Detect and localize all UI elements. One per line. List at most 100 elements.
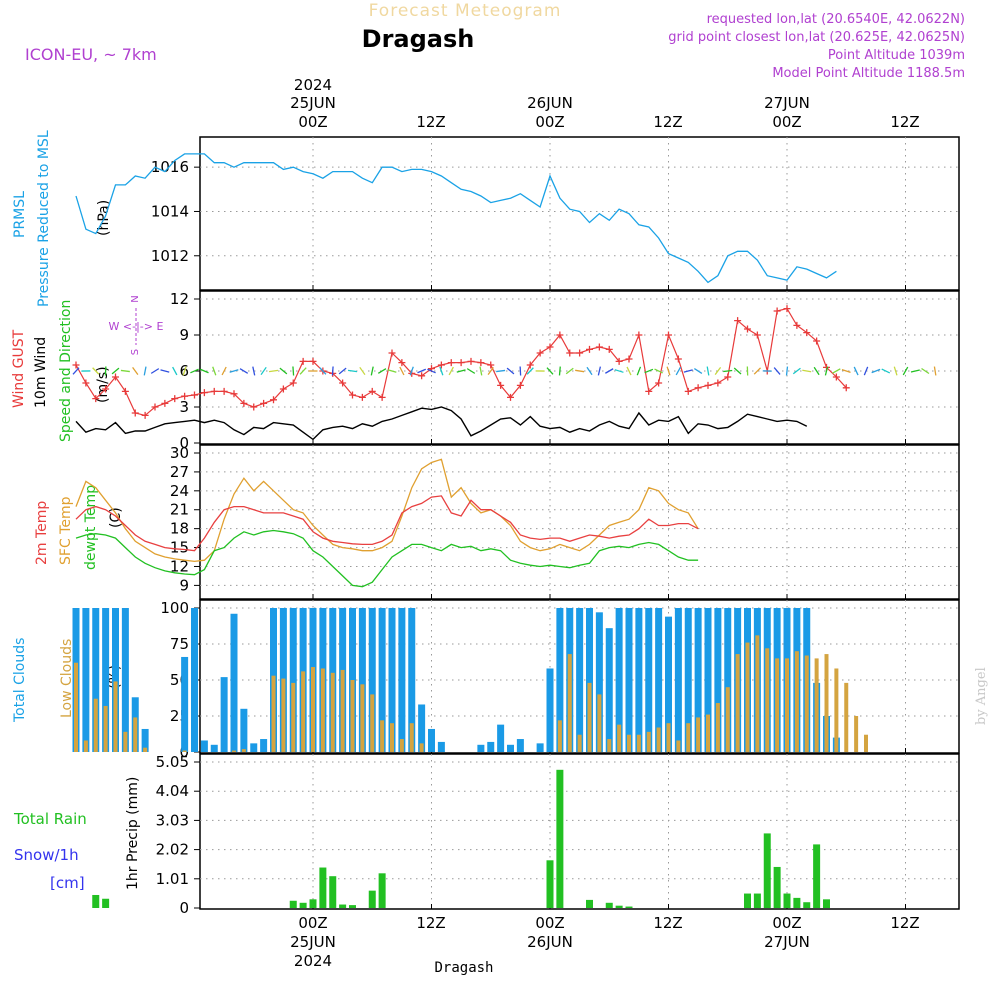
wind-direction-arrow: [487, 366, 494, 376]
low-clouds-bar: [597, 694, 602, 752]
rain-bar: [368, 890, 376, 908]
low-clouds-bar: [93, 698, 98, 752]
wind-direction-arrow: [456, 369, 466, 373]
gust-point: [734, 317, 742, 325]
gust-point: [289, 379, 297, 387]
total-clouds-bar: [507, 744, 514, 752]
pressure-label-desc: Pressure Reduced to MSL: [36, 130, 52, 307]
low-clouds-bar: [617, 724, 622, 752]
y-tick-label: 15: [170, 539, 189, 557]
low-clouds-bar: [745, 642, 750, 752]
wind-direction-arrow: [92, 367, 100, 375]
top-tick-2: 12Z: [416, 113, 445, 131]
gust-point: [516, 381, 524, 389]
low-clouds-bar: [656, 727, 661, 752]
total-clouds-bar: [358, 608, 366, 752]
total-clouds-bar: [92, 608, 100, 752]
wind-direction-arrow: [338, 367, 347, 375]
pressure-line: [75, 153, 837, 284]
total-clouds-bar: [497, 724, 505, 752]
gust-point: [230, 390, 238, 398]
temp-panel: [199, 444, 960, 600]
total-clouds-bar: [437, 741, 445, 752]
low-clouds-bar: [785, 658, 789, 752]
bottom-tick-3: 00Z: [535, 914, 564, 932]
wind-direction-arrow: [733, 367, 742, 375]
top-date-3: 27JUN: [764, 94, 810, 112]
wind-direction-arrow: [546, 367, 554, 375]
total-clouds-bar: [674, 608, 682, 752]
low-clouds-bar: [320, 668, 325, 752]
wind-direction-arrow: [565, 367, 574, 375]
low-clouds-bar: [557, 720, 562, 752]
total-clouds-bar: [487, 741, 495, 752]
wind-direction-arrow: [268, 369, 279, 373]
low-clouds-bar: [350, 680, 355, 752]
gust-point: [744, 325, 751, 333]
wind-direction-arrow: [636, 366, 642, 376]
total-clouds-bar: [714, 608, 722, 752]
rain-bar: [803, 902, 811, 908]
y-tick-label: 0: [179, 899, 189, 917]
gust-point: [437, 361, 445, 369]
y-tick-label: 75: [170, 635, 189, 653]
gust-point: [141, 411, 149, 419]
rain-bar: [763, 833, 771, 908]
top-year: 2024: [294, 76, 332, 94]
gust-point: [635, 331, 643, 339]
total-clouds-bar: [645, 608, 653, 752]
rain-bar: [349, 905, 356, 908]
wind-direction-arrow: [723, 369, 733, 373]
total-clouds-bar: [418, 704, 426, 752]
rain-bar: [299, 902, 307, 908]
gridpoint-coords: grid point closest lon,lat (20.625E, 42.…: [668, 30, 965, 45]
wind-direction-arrow: [614, 369, 624, 373]
low-clouds-bar: [636, 734, 641, 752]
gust-point: [191, 391, 198, 399]
wind-direction-arrow: [279, 367, 288, 375]
gust-point: [526, 361, 534, 369]
footer-location: Dragash: [434, 960, 493, 976]
gust-point: [497, 381, 505, 389]
gust-point: [398, 359, 406, 367]
y-tick-label: 21: [170, 501, 189, 519]
gust-point: [605, 345, 613, 353]
wind-direction-arrow: [160, 369, 170, 373]
total-clouds-bar: [230, 613, 238, 752]
low-clouds-bar: [311, 667, 315, 752]
gust-point: [487, 361, 495, 369]
wind-direction-arrow: [387, 369, 397, 373]
total-clouds-bar: [141, 728, 149, 752]
bottom-tick-4: 12Z: [653, 914, 682, 932]
gust-point: [645, 387, 653, 395]
gust-point: [467, 357, 475, 365]
gust-point: [171, 395, 179, 403]
total-clouds-bar: [635, 608, 643, 752]
gust-point: [724, 373, 732, 381]
y-tick-label: 1016: [151, 158, 189, 176]
gust-point: [131, 409, 139, 417]
gust-point: [299, 357, 307, 365]
top-tick-5: 00Z: [772, 113, 801, 131]
low-clouds-bar: [182, 750, 187, 752]
precip-ylabel: 1hr Precip (mm): [125, 777, 141, 890]
gust-point: [161, 399, 169, 407]
low-clouds-bar: [686, 723, 691, 752]
wind-direction-arrow: [586, 366, 593, 376]
gust-point: [832, 373, 840, 381]
low-clouds-bar: [567, 654, 572, 752]
snow-unit-label: [cm]: [50, 874, 85, 892]
wind-direction-arrow: [802, 369, 812, 373]
low-clouds-bar: [123, 731, 128, 752]
gust-point: [684, 387, 692, 395]
wind-direction-arrow: [331, 366, 334, 376]
y-tick-label: 100: [160, 599, 189, 617]
total-clouds-bar: [615, 608, 623, 752]
total-clouds-bar: [536, 743, 544, 752]
total-clouds-label: Total Clouds: [12, 638, 28, 723]
y-tick-label: 1014: [151, 202, 189, 220]
temp-unit: (C): [108, 507, 124, 528]
rain-bar: [625, 906, 633, 908]
top-tick-4: 12Z: [653, 113, 682, 131]
total-clouds-bar: [200, 740, 208, 752]
